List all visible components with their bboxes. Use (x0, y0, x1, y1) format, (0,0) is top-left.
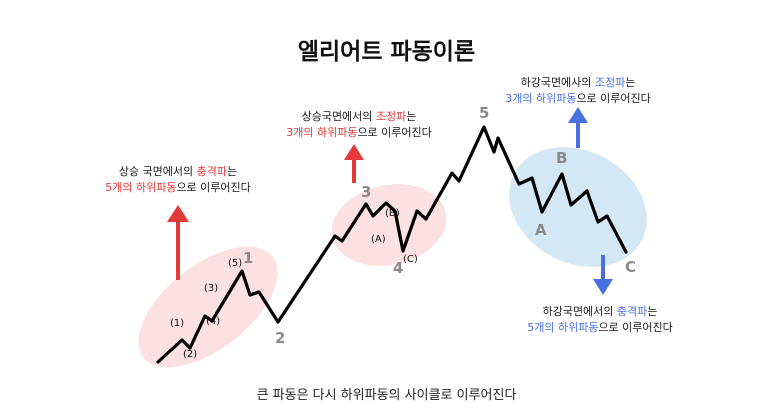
subwave-label-5: (5) (228, 258, 243, 269)
note-rise-correction: 상승국면에서의 조정파는 3개의 하위파동으로 이루어진다 (286, 110, 432, 139)
wave-label-B: B (556, 149, 568, 167)
wave-label-1: 1 (243, 249, 254, 267)
subwave-label-C: (C) (403, 254, 418, 265)
note-rise-impulse: 상승 국면에서의 충격파는 5개의 하위파동으로 이루어진다 (105, 165, 251, 194)
impulse-zone-highlight (138, 246, 278, 368)
wave-label-4: 4 (393, 259, 404, 277)
subwave-label-3: (3) (204, 283, 219, 294)
subwave-label-A: (A) (371, 234, 386, 245)
wave-label-2: 2 (275, 329, 286, 347)
subwave-label-4: (4) (206, 316, 221, 327)
diagram-title: 엘리어트 파동이론 (297, 39, 476, 65)
wave-label-A: A (535, 221, 547, 239)
arrow-up-red-mid (344, 144, 364, 183)
note-fall-correction: 하강국면에사의 조정파는 3개의 하위파동으로 이루어진다 (505, 76, 651, 105)
wave-label-C: C (625, 258, 637, 276)
diagram-caption: 큰 파동은 다시 하위파동의 사이클로 이루어진다 (256, 388, 517, 403)
wave-label-3: 3 (361, 183, 372, 201)
arrow-up-red-left (167, 205, 189, 280)
arrow-up-blue (568, 107, 588, 148)
subwave-label-B: (B) (385, 208, 400, 219)
subwave-label-2: (2) (183, 349, 198, 360)
note-fall-impulse: 하강국면에서의 충격파는 5개의 하위파동으로 이루어진다 (527, 305, 673, 334)
correction-zone-highlight (331, 184, 447, 266)
wave-path (156, 125, 628, 364)
wave-label-5: 5 (479, 104, 490, 122)
decline-zone-highlight (509, 147, 647, 267)
arrow-down-blue (593, 255, 613, 295)
subwave-label-1: (1) (170, 318, 185, 329)
